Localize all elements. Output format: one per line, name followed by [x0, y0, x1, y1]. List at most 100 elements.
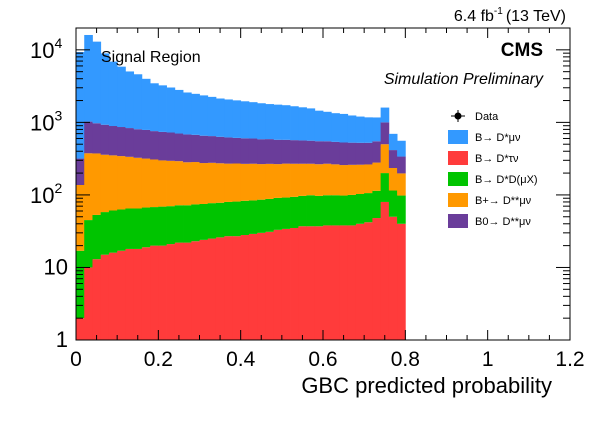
bar-bplus: [306, 163, 316, 196]
bar-bzero: [248, 138, 258, 164]
bar-bplus: [100, 154, 110, 213]
bar-bplus: [199, 163, 209, 204]
x-axis-title: GBC predicted probability: [301, 373, 552, 398]
bar-dtaunu: [117, 250, 126, 340]
bar-dmunu: [166, 87, 176, 133]
bar-dtaunu: [397, 223, 406, 340]
bar-bplus: [248, 163, 258, 201]
bar-ddx: [141, 207, 151, 248]
bar-ddx: [199, 203, 209, 240]
bar-dtaunu: [380, 201, 390, 340]
legend-swatch-dmunu: [448, 130, 468, 144]
bar-ddx: [397, 195, 406, 224]
x-tick-label: 1.2: [555, 348, 584, 371]
bar-ddx: [380, 173, 390, 202]
bar-bplus: [355, 164, 365, 194]
bar-dtaunu: [174, 242, 184, 340]
bar-bplus: [166, 160, 176, 207]
experiment-label: CMS: [501, 40, 543, 61]
bar-dtaunu: [339, 225, 349, 340]
bar-dmunu: [397, 140, 406, 157]
bar-bzero: [388, 150, 398, 168]
bar-bzero: [314, 141, 324, 165]
bar-ddx: [273, 197, 283, 230]
bar-bzero: [273, 139, 283, 165]
y-tick-label: 1: [56, 327, 68, 352]
bar-bzero: [306, 140, 316, 164]
bar-bplus: [183, 162, 192, 206]
bar-dmunu: [183, 92, 192, 135]
bar-dtaunu: [240, 235, 250, 340]
bar-dtaunu: [133, 248, 143, 340]
bar-dtaunu: [141, 247, 151, 340]
bar-ddx: [347, 194, 357, 226]
bar-bzero: [207, 136, 217, 163]
bar-dtaunu: [84, 267, 93, 340]
bar-dtaunu: [100, 254, 110, 340]
bar-dtaunu: [314, 226, 324, 340]
bar-dmunu: [372, 117, 382, 142]
bar-bplus: [388, 168, 398, 191]
bar-dmunu: [281, 105, 291, 140]
bar-bzero: [215, 136, 225, 164]
bar-dmunu: [273, 104, 283, 140]
bar-bplus: [232, 163, 242, 202]
bar-bplus: [331, 164, 340, 196]
bar-bplus: [339, 165, 349, 196]
lumi-label: 6.4 fb-1 (13 TeV): [454, 6, 566, 25]
bar-dmunu: [125, 71, 135, 129]
bar-ddx: [215, 202, 225, 238]
bar-dmunu: [150, 83, 159, 132]
bar-ddx: [117, 209, 126, 251]
bar-ddx: [224, 201, 233, 237]
bar-dtaunu: [125, 248, 135, 340]
bar-dtaunu: [273, 229, 283, 340]
bar-ddx: [248, 200, 258, 234]
bar-dmunu: [215, 98, 225, 137]
bar-dtaunu: [191, 241, 200, 340]
bar-ddx: [207, 203, 217, 239]
bar-bzero: [290, 140, 299, 164]
bar-dtaunu: [248, 233, 258, 340]
legend-swatch-ddx: [448, 172, 468, 186]
bar-dtaunu: [207, 238, 217, 340]
bar-bzero: [265, 139, 274, 164]
bar-ddx: [76, 250, 85, 319]
bar-bzero: [240, 138, 250, 164]
bar-dmunu: [100, 53, 110, 125]
bar-dmunu: [265, 104, 274, 140]
bar-dtaunu: [323, 225, 332, 340]
bar-bplus: [290, 163, 299, 197]
bar-dtaunu: [355, 223, 365, 340]
bar-dmunu: [108, 61, 118, 127]
bar-ddx: [191, 204, 200, 242]
bar-bplus: [215, 163, 225, 203]
bar-dmunu: [380, 107, 390, 123]
bar-dtaunu: [166, 244, 176, 340]
bar-ddx: [290, 196, 299, 228]
x-axis: 0 0.2 0.4 0.6 0.8 1 1.2: [70, 28, 585, 371]
bar-bzero: [108, 126, 118, 156]
bar-bplus: [298, 163, 307, 196]
bar-dmunu: [347, 115, 357, 143]
legend-label: B→ D*D(μX): [475, 174, 538, 186]
bar-ddx: [355, 193, 365, 224]
bar-ddx: [166, 206, 176, 245]
bar-bzero: [199, 135, 209, 164]
bar-bplus: [314, 164, 324, 196]
bar-dmunu: [199, 95, 209, 136]
bar-bzero: [141, 129, 151, 159]
bar-bplus: [158, 160, 167, 207]
bar-ddx: [84, 220, 93, 268]
legend-swatch-bplus: [448, 193, 468, 207]
bar-ddx: [125, 208, 135, 249]
bar-bzero: [183, 134, 192, 163]
x-tick-label: 0.6: [308, 348, 337, 371]
bar-bplus: [372, 162, 382, 191]
bar-bplus: [240, 163, 250, 201]
bar-ddx: [388, 190, 398, 217]
bar-bzero: [224, 137, 233, 164]
bar-dtaunu: [372, 218, 382, 340]
bar-bzero: [191, 134, 200, 163]
